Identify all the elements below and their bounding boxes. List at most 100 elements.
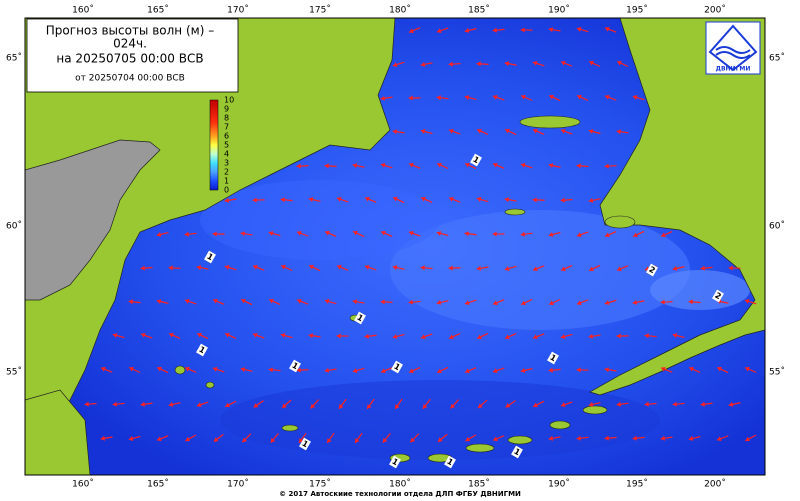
arrow-head	[604, 367, 610, 373]
contour-label: 1	[205, 252, 215, 263]
arrow-head	[156, 299, 162, 304]
arrow	[224, 332, 237, 339]
arrow-head	[576, 27, 582, 32]
arrow	[392, 196, 405, 204]
arrow	[632, 435, 645, 441]
arrow-head	[745, 366, 750, 372]
arrow	[532, 265, 545, 272]
logo-box	[705, 21, 761, 75]
arrow	[352, 230, 365, 238]
arrow	[128, 299, 141, 305]
logo-mark	[708, 24, 758, 72]
arrow-head	[268, 231, 274, 236]
arrow-head	[352, 299, 358, 305]
arrow	[660, 366, 673, 373]
arrow	[520, 298, 533, 306]
arrow	[492, 231, 505, 237]
arrow-head	[437, 437, 443, 442]
arrow-head	[493, 300, 498, 306]
arrow-head	[520, 27, 525, 33]
arrow	[112, 333, 125, 339]
contour-label-box	[444, 455, 456, 469]
arrow-head	[242, 437, 247, 443]
arrow-head	[241, 298, 246, 304]
title-box	[26, 18, 239, 93]
arrow	[688, 299, 701, 305]
arrow	[548, 367, 561, 373]
colorbar-label: 10	[224, 96, 234, 105]
arrow-head	[365, 196, 370, 202]
arrow-head	[381, 368, 386, 374]
arrow-head	[588, 333, 593, 339]
arrow-head	[549, 300, 554, 306]
arrow	[296, 163, 309, 169]
arrow-head	[380, 299, 385, 305]
lon-label: 200˚	[704, 5, 726, 16]
arrow-head	[212, 231, 217, 237]
arrow	[380, 367, 393, 374]
arrow	[324, 230, 337, 237]
arrow-head	[252, 332, 258, 338]
arrow-head	[576, 367, 581, 373]
arrow	[140, 332, 153, 339]
arrow	[548, 27, 561, 33]
arrow-head	[560, 128, 566, 134]
arrow-head	[224, 265, 230, 270]
arrow	[476, 265, 489, 271]
contour-label: 1	[512, 447, 522, 458]
contour-label: 1	[548, 353, 558, 364]
arrow	[336, 196, 349, 203]
arrow	[100, 366, 113, 373]
arrow	[616, 333, 629, 339]
arrow	[644, 401, 657, 407]
land-chukotka	[25, 18, 396, 446]
arrow	[338, 398, 347, 410]
colorbar-label: 1	[224, 177, 229, 186]
arrow-head	[728, 265, 733, 271]
arrow-head	[381, 230, 386, 236]
arrow-head	[477, 334, 482, 340]
arrow-head	[269, 298, 274, 304]
arrow-head	[169, 332, 174, 338]
arrow-head	[140, 401, 145, 407]
arrow	[745, 434, 757, 442]
arrow-head	[324, 299, 330, 304]
arrow-head	[437, 368, 442, 374]
arrow-head	[617, 266, 622, 272]
arrow	[213, 433, 224, 443]
arrow-head	[157, 436, 162, 442]
arrow-head	[353, 230, 358, 236]
arrow	[660, 435, 673, 441]
arrow-head	[324, 367, 330, 373]
arrow	[465, 434, 477, 442]
arrow-head	[588, 401, 594, 407]
arrow	[324, 163, 337, 169]
arrow	[700, 265, 713, 271]
arrow	[392, 265, 405, 271]
arrow	[408, 366, 421, 374]
wave-arrows	[84, 26, 757, 444]
arrow-head	[617, 60, 622, 66]
arrow	[520, 231, 533, 237]
arrow	[477, 399, 488, 409]
lon-label: 185˚	[468, 5, 490, 16]
arrow-head	[672, 266, 678, 271]
arrow-head	[533, 402, 538, 408]
arrow-head	[492, 27, 497, 33]
arrow-head	[492, 368, 498, 374]
arrow-head	[464, 95, 470, 100]
arrow-head	[448, 61, 453, 67]
arrow-head	[128, 299, 133, 305]
arrow-head	[436, 95, 441, 101]
arrow-head	[672, 401, 677, 407]
arrow	[392, 333, 405, 339]
arrow-head	[505, 128, 510, 134]
map-frame	[24, 17, 766, 476]
arrow-head	[660, 435, 666, 441]
arrow	[380, 299, 393, 305]
arrow	[588, 129, 601, 135]
arrow-head	[437, 162, 442, 168]
wave-zone	[220, 380, 660, 460]
arrow-head	[604, 435, 609, 441]
